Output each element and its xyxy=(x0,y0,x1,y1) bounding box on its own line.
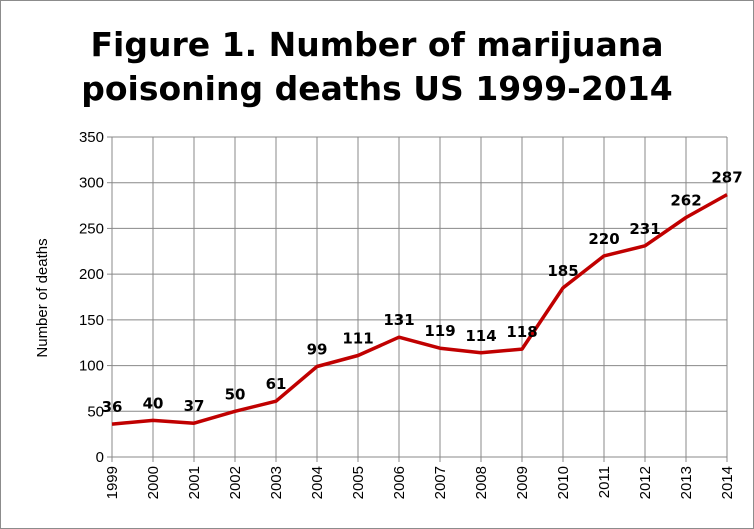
data-label: 111 xyxy=(342,330,373,348)
x-tick-label: 2006 xyxy=(391,466,408,499)
x-tick-label: 2005 xyxy=(350,466,367,499)
y-tick-label: 150 xyxy=(79,312,104,329)
data-label: 131 xyxy=(383,311,414,329)
y-tick-label: 200 xyxy=(79,266,104,283)
series-line-path xyxy=(111,193,728,426)
series-line xyxy=(111,193,728,426)
x-tick-label: 2012 xyxy=(637,466,654,499)
data-label: 114 xyxy=(465,327,496,345)
chart-title-line-2: poisoning deaths US 1999-2014 xyxy=(81,69,673,108)
data-label: 185 xyxy=(547,262,578,280)
x-tick-label: 2014 xyxy=(719,466,736,499)
x-tick-label: 2001 xyxy=(186,466,203,499)
data-label: 40 xyxy=(143,394,164,412)
chart-title: Figure 1. Number of marijuana poisoning … xyxy=(1,23,753,111)
x-tick-label: 2007 xyxy=(432,466,449,499)
data-label: 37 xyxy=(184,397,205,415)
x-tick-label: 2009 xyxy=(514,466,531,499)
y-axis-label: Number of deaths xyxy=(34,238,51,357)
data-label: 118 xyxy=(506,323,537,341)
x-tick-label: 2003 xyxy=(268,466,285,499)
y-tick-label: 100 xyxy=(79,358,104,375)
data-label: 36 xyxy=(102,398,123,416)
data-label: 287 xyxy=(711,169,742,187)
x-tick-label: 2000 xyxy=(145,466,162,499)
y-tick-label: 250 xyxy=(79,220,104,237)
x-tick-label: 2010 xyxy=(555,466,572,499)
data-label: 262 xyxy=(670,191,701,209)
y-tick-label: 350 xyxy=(79,129,104,146)
y-tick-labels: 0 50 100 150 200 250 300 350 xyxy=(79,129,104,466)
gridlines xyxy=(112,136,728,457)
x-tick-label: 2004 xyxy=(309,466,326,499)
data-label: 119 xyxy=(424,322,455,340)
data-label: 61 xyxy=(266,375,287,393)
x-tick-label: 2011 xyxy=(596,466,613,498)
data-label: 231 xyxy=(629,220,660,238)
data-label: 99 xyxy=(307,340,328,358)
data-label: 220 xyxy=(588,230,619,248)
x-tick-label: 2008 xyxy=(473,466,490,499)
y-tick-label: 50 xyxy=(87,403,104,420)
data-label: 50 xyxy=(225,385,246,403)
chart-title-line-1: Figure 1. Number of marijuana xyxy=(90,25,664,64)
x-tick-labels: 1999 2000 2001 2002 2003 2004 2005 2006 2007 2008… xyxy=(104,466,736,499)
y-tick-label: 300 xyxy=(79,175,104,192)
y-tick-label: 0 xyxy=(96,449,104,466)
data-labels: 36 40 37 50 61 99 111 131 119 114 118 185 220 231 262 2… xyxy=(102,169,743,416)
x-tick-label: 1999 xyxy=(104,466,121,499)
x-tick-label: 2002 xyxy=(227,466,244,499)
x-tick-label: 2013 xyxy=(678,466,695,499)
axes xyxy=(107,136,728,462)
